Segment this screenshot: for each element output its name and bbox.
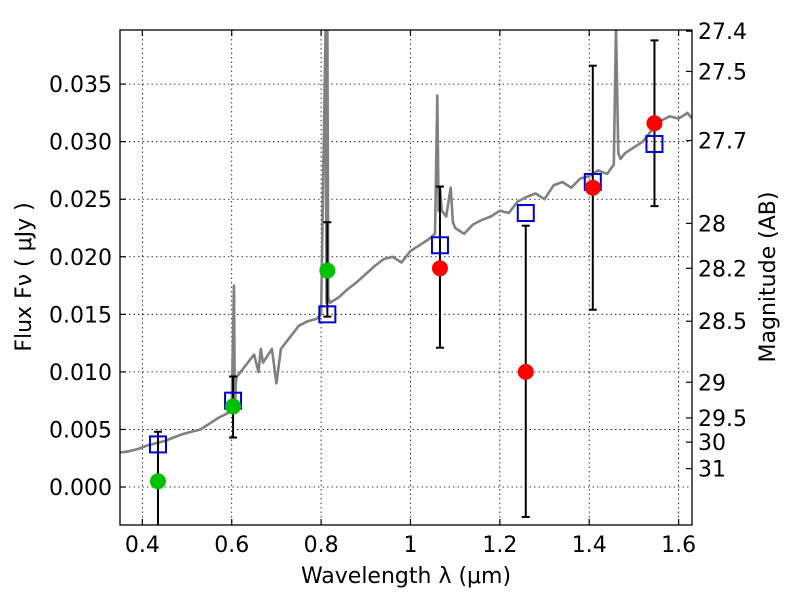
green-data-point bbox=[319, 262, 336, 279]
y-tick-label: 0.005 bbox=[49, 418, 112, 443]
y-tick-label: 0.020 bbox=[49, 246, 112, 271]
grid-layer bbox=[120, 30, 692, 525]
y-axis-label-right: Magnitude (AB) bbox=[756, 192, 781, 363]
y-tick-label: 0.015 bbox=[49, 303, 112, 328]
x-tick-label: 0.4 bbox=[125, 533, 160, 558]
red-data-point bbox=[646, 115, 663, 132]
spectrum-layer bbox=[120, 30, 692, 454]
errorbar-layer bbox=[153, 39, 659, 525]
x-tick-label: 0.8 bbox=[304, 533, 339, 558]
mag-tick-label: 27.7 bbox=[698, 130, 747, 155]
model-photometry-square bbox=[516, 204, 535, 223]
mag-tick-label: 31 bbox=[698, 458, 726, 483]
marker-layer bbox=[148, 115, 664, 490]
y-tick-label: 0.000 bbox=[49, 476, 112, 501]
plot-frame bbox=[119, 29, 693, 526]
mag-tick-label: 28 bbox=[698, 212, 726, 237]
x-tick-label: 1 bbox=[403, 533, 417, 558]
model-photometry-square bbox=[318, 305, 337, 324]
mag-tick-label: 27.5 bbox=[698, 60, 747, 85]
red-data-point bbox=[517, 363, 534, 380]
mag-tick-label: 28.5 bbox=[698, 310, 747, 335]
y-tick-label: 0.010 bbox=[49, 361, 112, 386]
y-axis-label-left: Flux Fν ( μJy ) bbox=[12, 202, 37, 351]
red-data-point bbox=[431, 260, 448, 277]
green-data-point bbox=[149, 473, 166, 490]
x-tick-label: 1.6 bbox=[661, 533, 696, 558]
y-tick-label: 0.025 bbox=[49, 188, 112, 213]
model-photometry-square bbox=[430, 236, 449, 255]
x-tick-label: 1.2 bbox=[482, 533, 517, 558]
y-tick-label: 0.030 bbox=[49, 131, 112, 156]
label-layer: 0.4 0.6 0.8 1 1.2 1.4 1.6 0.000 0.005 0.010 0.015 0… bbox=[49, 20, 747, 558]
model-photometry-square bbox=[645, 134, 664, 153]
mag-tick-label: 27.4 bbox=[698, 20, 747, 45]
mag-tick-label: 29.5 bbox=[698, 407, 747, 432]
mag-tick-label: 28.2 bbox=[698, 257, 747, 282]
x-tick-label: 0.6 bbox=[214, 533, 249, 558]
green-data-point bbox=[225, 398, 242, 415]
x-tick-label: 1.4 bbox=[572, 533, 607, 558]
tick-layer bbox=[120, 30, 692, 525]
mag-tick-label: 29 bbox=[698, 371, 726, 396]
red-data-point bbox=[584, 179, 601, 196]
spectrum-line bbox=[120, 30, 692, 454]
x-axis-label: Wavelength λ (μm) bbox=[301, 564, 511, 589]
y-tick-label: 0.035 bbox=[49, 73, 112, 98]
model-photometry-square bbox=[148, 435, 167, 454]
mag-tick-label: 30 bbox=[698, 431, 726, 456]
